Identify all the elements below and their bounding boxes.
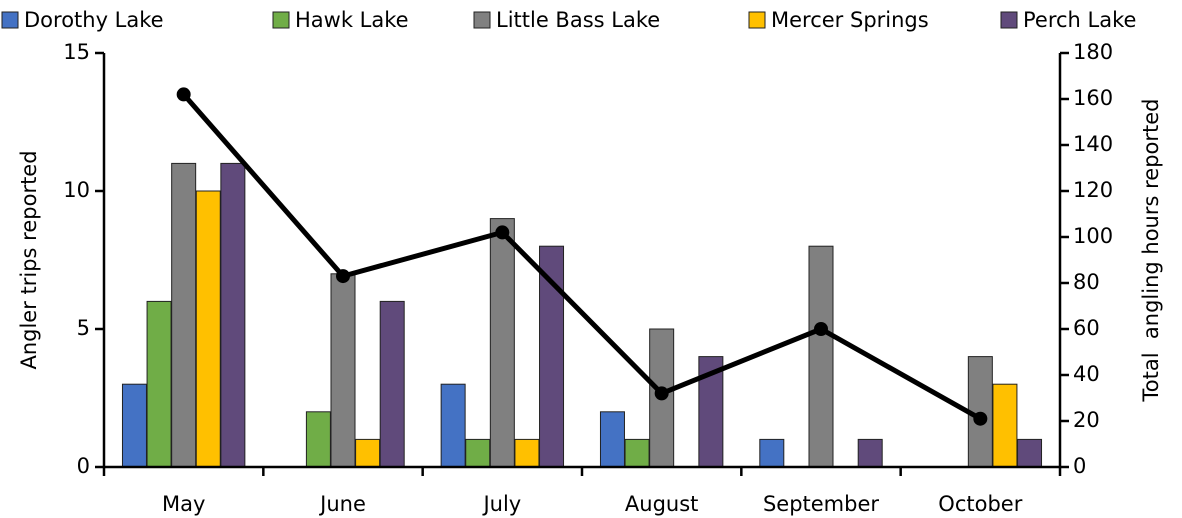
x-tick-label: May [162, 492, 205, 516]
legend-swatch [748, 11, 766, 29]
line-marker [336, 269, 350, 284]
legend-label: Hawk Lake [295, 8, 409, 32]
bar [624, 438, 650, 468]
legend-label: Mercer Springs [771, 8, 929, 32]
x-tick-label: July [481, 492, 521, 516]
legend-swatch [473, 11, 491, 29]
y2-tick-label: 0 [1073, 454, 1086, 478]
bar [992, 383, 1018, 468]
y-tick-label: 0 [77, 454, 90, 478]
bar [759, 438, 785, 468]
x-tick-label: August [625, 492, 699, 516]
line-marker [973, 411, 988, 426]
bar [195, 190, 221, 468]
line-marker [495, 225, 510, 240]
y2-tick-label: 140 [1073, 132, 1113, 156]
y2-tick-label: 120 [1073, 178, 1113, 202]
legend-label: Little Bass Lake [496, 8, 660, 32]
legend-label: Dorothy Lake [24, 8, 164, 32]
y2-tick-label: 160 [1073, 86, 1113, 110]
bar [489, 218, 515, 468]
y2-tick-label: 180 [1073, 40, 1113, 64]
bar [1017, 438, 1043, 468]
y2-axis-label: Total angling hours reported [1139, 99, 1163, 403]
x-tick-label: June [318, 492, 366, 516]
bar [599, 411, 625, 468]
bar [440, 383, 466, 468]
line-marker [814, 322, 828, 336]
bar [121, 383, 147, 468]
y2-tick-label: 20 [1073, 408, 1100, 432]
legend-swatch [272, 11, 290, 29]
y-tick-label: 5 [77, 316, 90, 340]
bar [330, 273, 356, 468]
bar [146, 300, 172, 468]
bar [171, 162, 197, 468]
y-axis-label: Angler trips reported [17, 150, 41, 369]
y2-tick-label: 60 [1073, 316, 1100, 340]
bar [379, 300, 405, 468]
y2-tick-label: 80 [1073, 270, 1100, 294]
bar [808, 245, 834, 468]
bar [305, 411, 331, 468]
legend-label: Perch Lake [1023, 8, 1136, 32]
bar [465, 438, 491, 468]
x-tick-label: September [763, 492, 879, 516]
line-marker [654, 386, 669, 401]
line [181, 92, 982, 421]
legend-swatch [1, 11, 19, 29]
line-marker [176, 87, 191, 102]
bar [220, 162, 246, 468]
x-tick-label: October [938, 492, 1022, 516]
legend-swatch [1000, 11, 1018, 29]
bar [514, 438, 540, 468]
bar [355, 438, 381, 468]
y-tick-label: 10 [63, 178, 90, 202]
bar [857, 438, 883, 468]
y-tick-label: 15 [63, 40, 90, 64]
y2-tick-label: 100 [1073, 224, 1113, 248]
y2-tick-label: 40 [1073, 362, 1100, 386]
